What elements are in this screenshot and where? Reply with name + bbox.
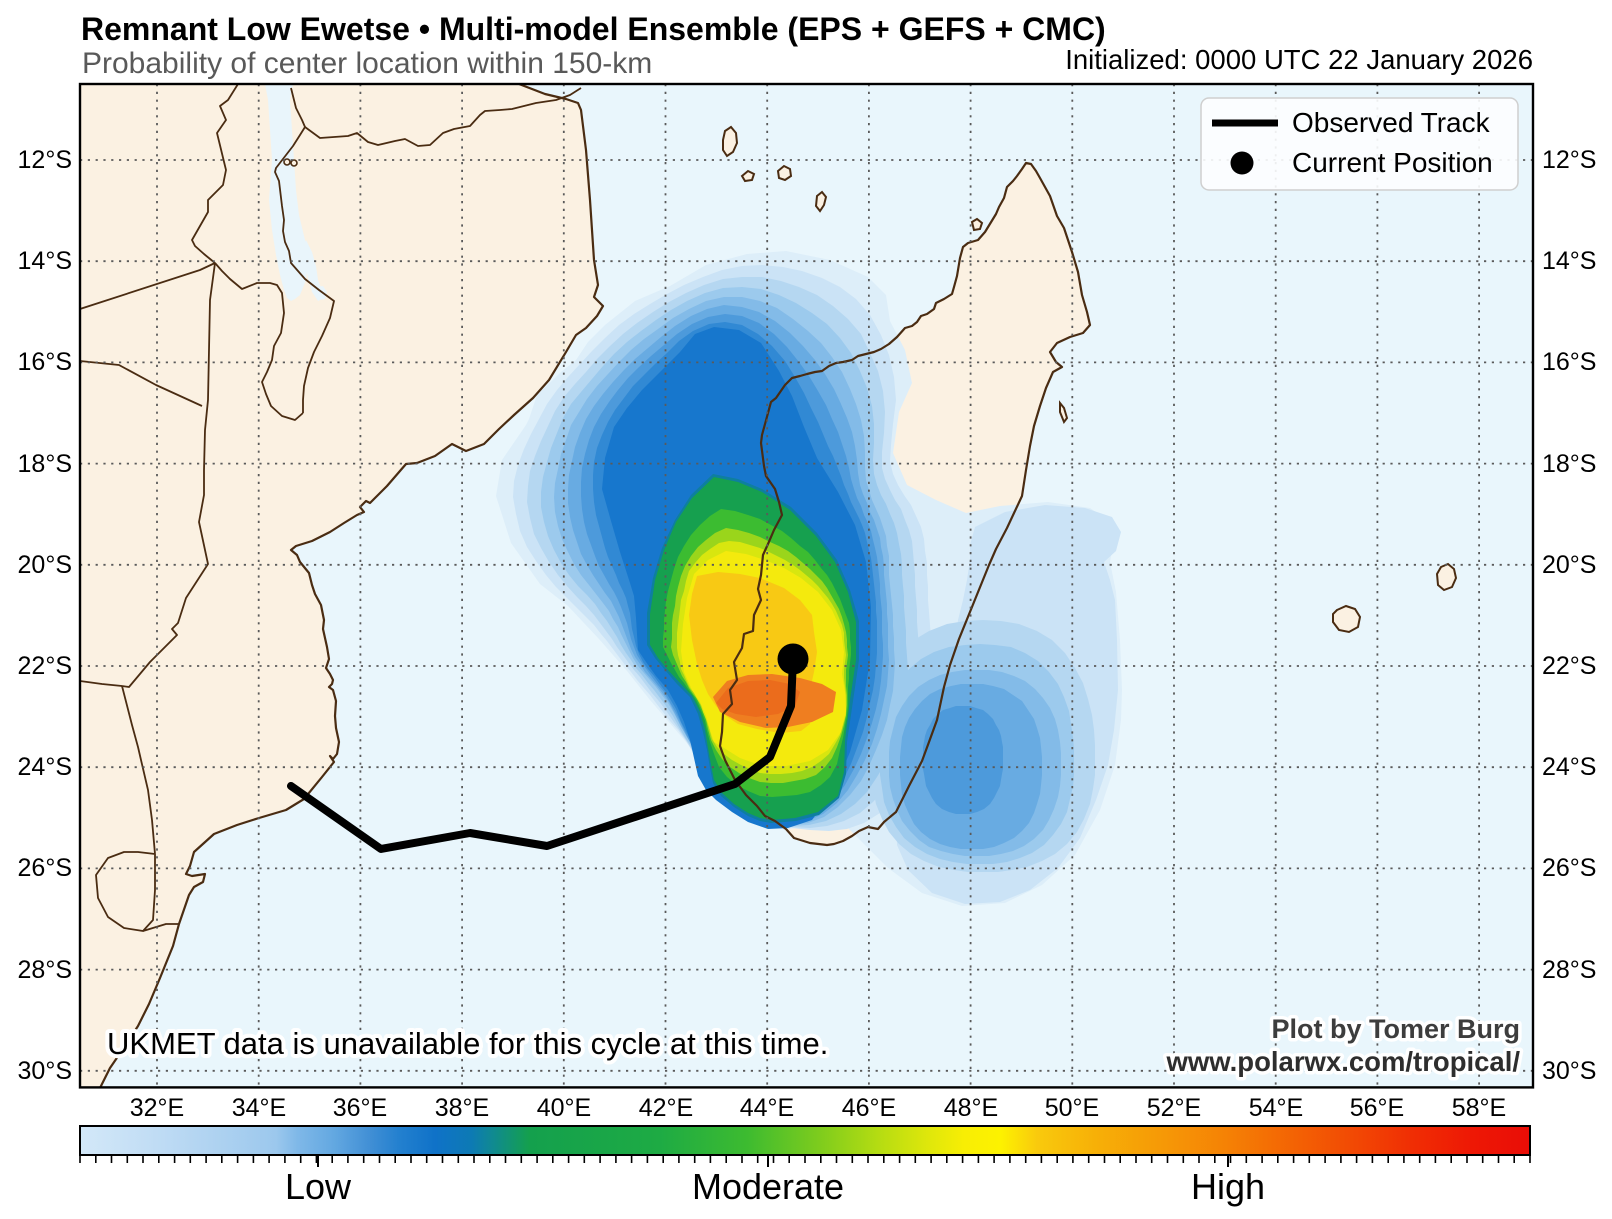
svg-text:UKMET data is unavailable for: UKMET data is unavailable for this cycle… [107,1026,828,1061]
svg-text:38°E: 38°E [435,1094,489,1122]
svg-text:22°S: 22°S [18,652,72,680]
svg-text:26°S: 26°S [1542,854,1596,882]
svg-text:Observed Track: Observed Track [1292,107,1491,138]
svg-text:24°S: 24°S [1542,753,1596,781]
svg-text:Plot by Tomer Burg: Plot by Tomer Burg [1271,1014,1520,1044]
svg-text:42°E: 42°E [639,1094,693,1122]
svg-text:18°S: 18°S [18,450,72,478]
svg-text:46°E: 46°E [842,1094,896,1122]
svg-text:16°S: 16°S [18,348,72,376]
svg-text:12°S: 12°S [1542,146,1596,174]
svg-text:58°E: 58°E [1452,1094,1506,1122]
svg-text:44°E: 44°E [740,1094,794,1122]
svg-text:Current Position: Current Position [1292,147,1493,178]
svg-text:Moderate: Moderate [692,1166,844,1207]
svg-text:56°E: 56°E [1350,1094,1404,1122]
svg-text:Initialized: 0000 UTC 22 Janua: Initialized: 0000 UTC 22 January 2026 [1065,44,1533,75]
svg-text:40°E: 40°E [537,1094,591,1122]
svg-text:24°S: 24°S [18,753,72,781]
svg-text:High: High [1191,1166,1265,1207]
svg-text:48°E: 48°E [944,1094,998,1122]
svg-text:28°S: 28°S [1542,956,1596,984]
svg-text:52°E: 52°E [1147,1094,1201,1122]
svg-text:36°E: 36°E [333,1094,387,1122]
svg-text:14°S: 14°S [18,247,72,275]
svg-text:22°S: 22°S [1542,652,1596,680]
svg-text:Low: Low [285,1166,352,1207]
svg-text:32°E: 32°E [130,1094,184,1122]
svg-text:30°S: 30°S [1542,1057,1596,1085]
svg-text:26°S: 26°S [18,854,72,882]
svg-text:14°S: 14°S [1542,247,1596,275]
svg-text:30°S: 30°S [18,1057,72,1085]
svg-text:50°E: 50°E [1045,1094,1099,1122]
svg-text:20°S: 20°S [1542,551,1596,579]
svg-text:12°S: 12°S [18,146,72,174]
svg-text:54°E: 54°E [1249,1094,1303,1122]
svg-text:www.polarwx.com/tropical/: www.polarwx.com/tropical/ [1166,1046,1521,1077]
svg-text:Probability of center location: Probability of center location within 15… [82,47,652,80]
svg-text:20°S: 20°S [18,551,72,579]
svg-text:34°E: 34°E [232,1094,286,1122]
svg-text:Remnant Low Ewetse • Multi-mod: Remnant Low Ewetse • Multi-model Ensembl… [81,11,1106,47]
svg-text:18°S: 18°S [1542,450,1596,478]
svg-text:16°S: 16°S [1542,348,1596,376]
svg-text:28°S: 28°S [18,956,72,984]
